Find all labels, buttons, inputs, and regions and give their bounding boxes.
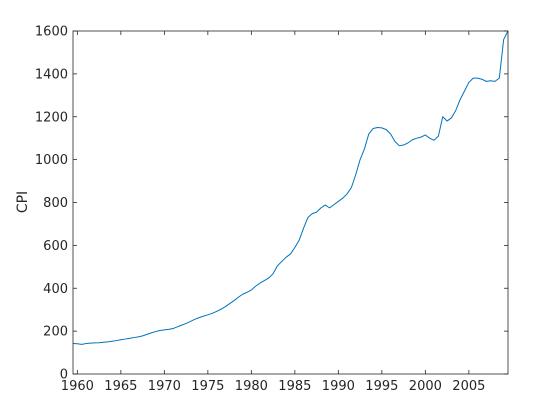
x-tick-label: 2000 — [409, 379, 442, 394]
y-tick-label: 0 — [60, 368, 68, 383]
y-tick-label: 800 — [43, 196, 68, 211]
y-axis-label: CPI — [15, 191, 31, 213]
y-tick-label: 1600 — [35, 25, 68, 40]
y-tick-label: 400 — [43, 282, 68, 297]
x-tick-label: 1985 — [278, 379, 311, 394]
plot-area — [73, 31, 508, 374]
x-axis: 1960 1965 1970 1975 1980 1985 1990 1995 2000 2005 — [61, 31, 485, 394]
x-tick-label: 1975 — [191, 379, 224, 394]
x-tick-label: 1980 — [235, 379, 268, 394]
y-axis: 0 200 400 600 800 1000 1200 1400 1600 — [35, 25, 508, 383]
x-tick-label: 1995 — [365, 379, 398, 394]
x-tick-label: 1960 — [61, 379, 94, 394]
y-tick-label: 600 — [43, 239, 68, 254]
y-tick-label: 200 — [43, 325, 68, 340]
x-tick-label: 1990 — [322, 379, 355, 394]
plot-frame — [72, 30, 509, 375]
y-tick-label: 1400 — [35, 67, 68, 82]
series-layer — [72, 30, 509, 345]
x-tick-label: 1970 — [148, 379, 181, 394]
x-tick-label: 2005 — [452, 379, 485, 394]
y-tick-label: 1000 — [35, 153, 68, 168]
cpi-series-line — [72, 30, 509, 345]
x-tick-label: 1965 — [104, 379, 137, 394]
y-tick-label: 1200 — [35, 110, 68, 125]
